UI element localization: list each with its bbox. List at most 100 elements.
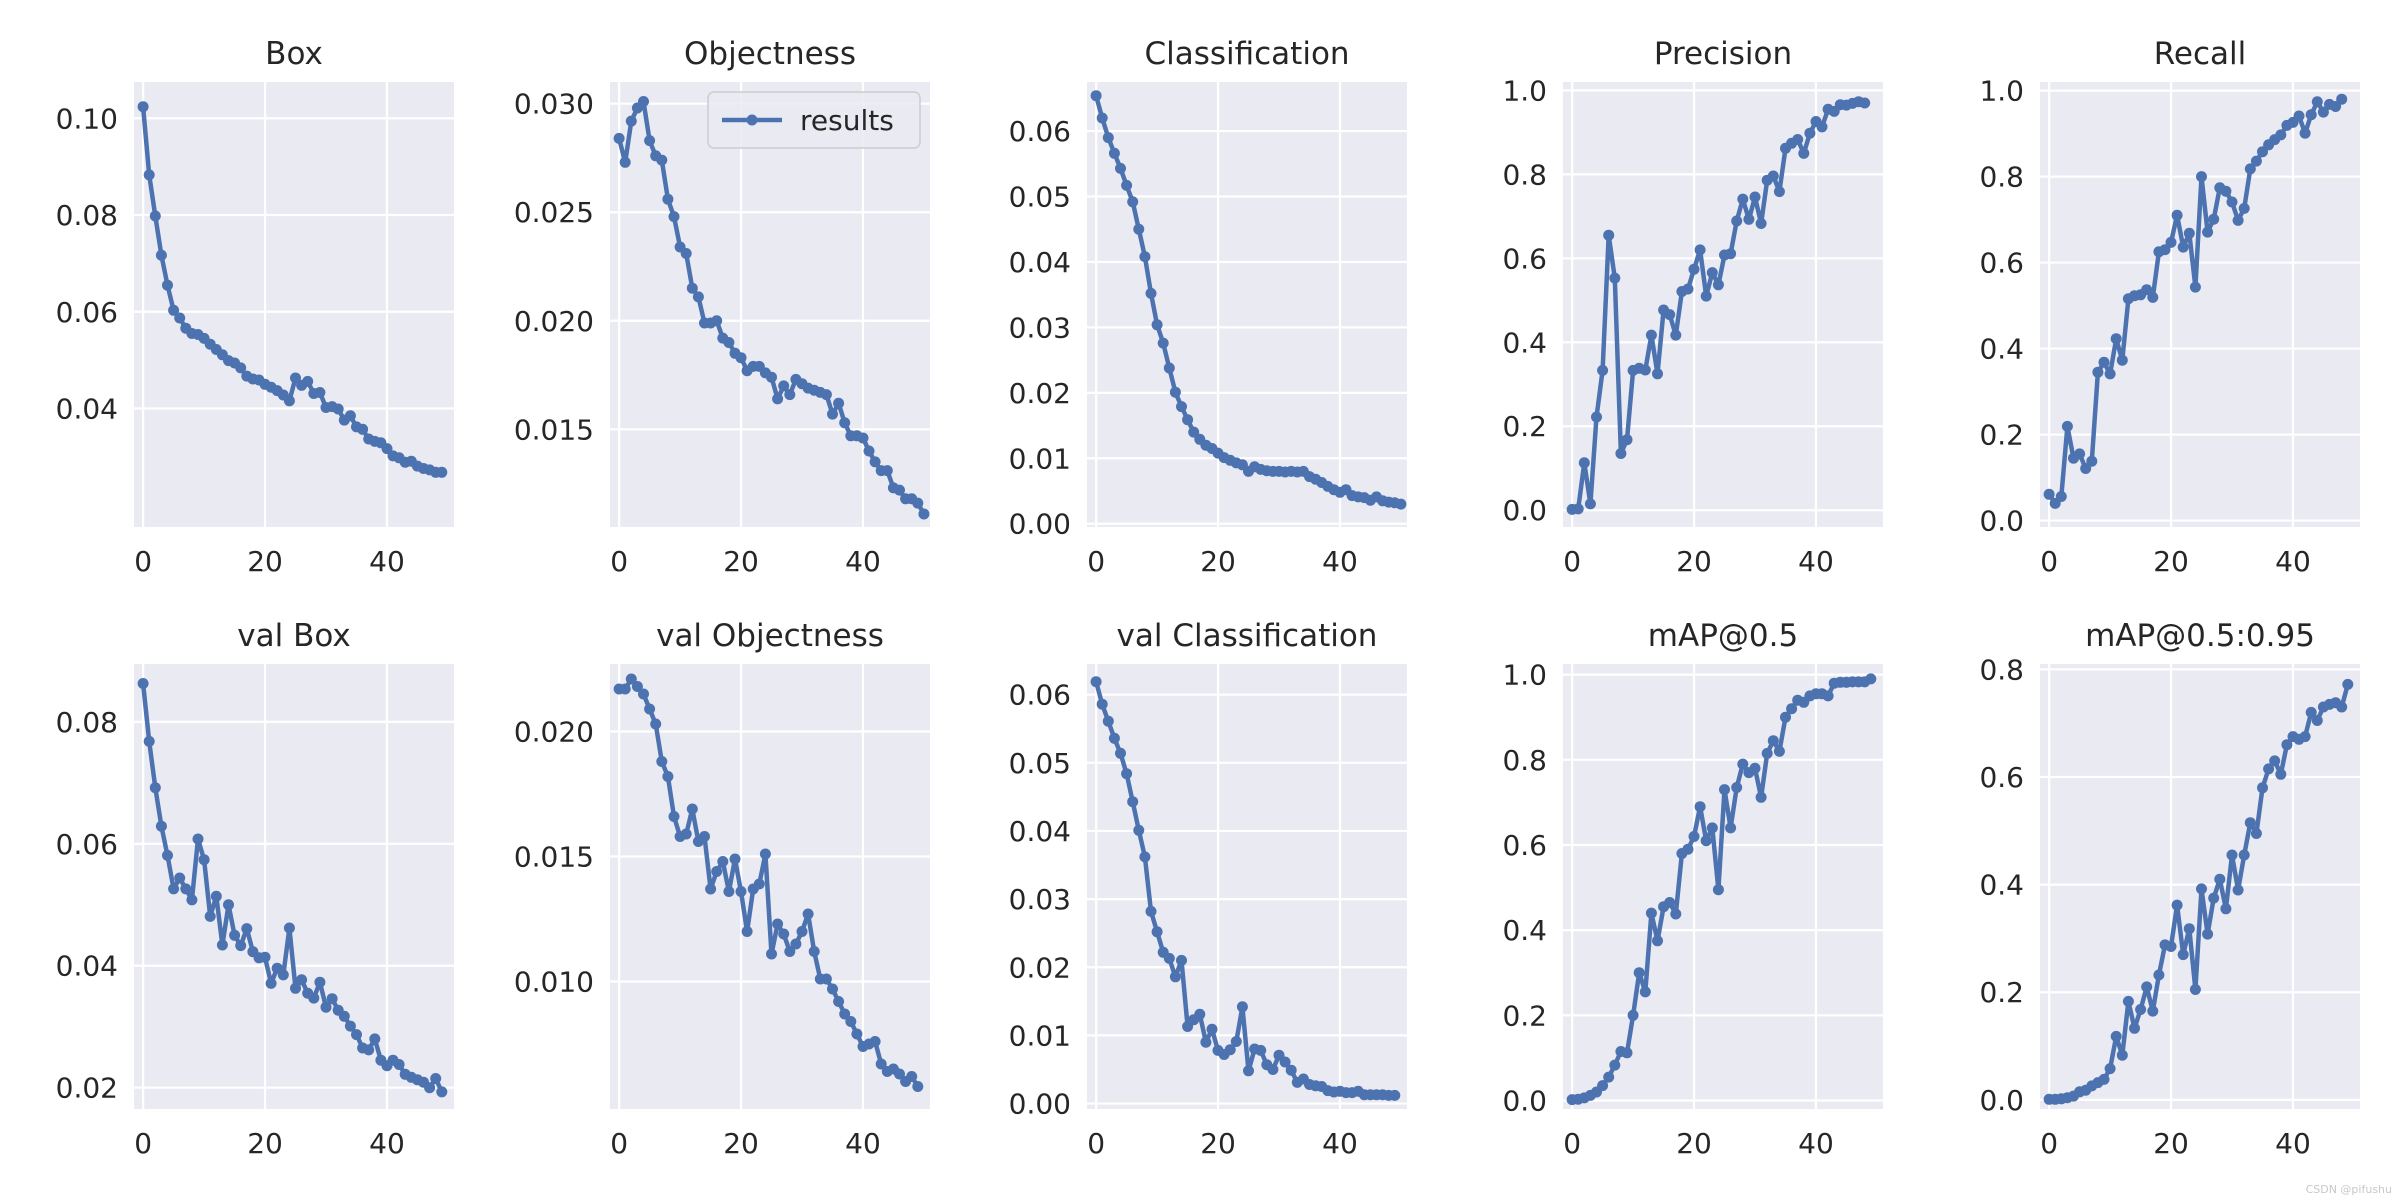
chart-title: val Box [237,618,350,654]
data-point [1645,907,1657,919]
data-point [1706,822,1718,834]
data-point [735,886,747,897]
plot-area [1087,82,1407,527]
chart-title: Classification [1144,36,1349,72]
data-point [1712,279,1724,291]
data-point [1188,426,1200,438]
data-point [1737,758,1749,770]
data-point [2135,1004,2147,1015]
x-tick-label: 40 [369,545,405,578]
data-point [1255,1044,1267,1056]
data-point [1859,97,1871,109]
data-point [1139,251,1151,263]
data-point [290,372,301,384]
data-point [351,1029,362,1041]
data-point [1108,147,1120,159]
data-point [2342,678,2354,690]
data-point [2250,828,2262,839]
data-point [2238,202,2250,214]
data-point [1700,290,1712,302]
data-point [1169,971,1181,983]
data-point [778,928,790,940]
data-point [1121,768,1133,780]
plot-area [1563,664,1883,1109]
data-point [1145,905,1157,917]
data-point [338,1010,350,1022]
data-point [2122,995,2134,1007]
y-tick-label: 1.0 [1979,75,2024,108]
data-point [344,1020,356,1032]
data-point [1712,884,1724,896]
data-point [2159,244,2171,256]
data-point [625,673,637,685]
data-point [174,312,186,324]
y-tick-label: 0.2 [1502,410,1547,443]
data-point [1645,329,1657,341]
chart-title: Box [265,36,323,72]
data-point [2232,214,2244,226]
data-point [790,938,802,950]
data-point [644,135,656,147]
chart-title: val Classification [1117,618,1378,654]
data-point [851,1028,863,1040]
x-tick-label: 40 [1798,545,1834,578]
data-point [759,848,771,860]
data-point [869,1036,881,1047]
y-tick-label: 0.6 [1979,247,2024,280]
data-point [1792,134,1804,145]
y-tick-label: 0.0 [1502,1084,1547,1117]
data-point [2183,923,2195,935]
chart-title: Objectness [684,36,856,72]
data-point [1767,170,1779,182]
x-tick-label: 20 [723,545,759,578]
data-point [1743,213,1755,225]
data-point [833,397,845,409]
data-point [1578,457,1590,469]
data-point [784,946,796,957]
x-tick-label: 40 [845,1127,881,1160]
data-point [680,828,692,840]
data-point [314,387,326,398]
data-point [2098,1073,2110,1085]
data-point [149,210,161,222]
x-tick-label: 40 [1798,1127,1834,1160]
data-point [869,456,881,468]
y-tick-label: 0.6 [1979,761,2024,794]
y-tick-label: 0.01 [1009,442,1071,475]
data-point [1096,698,1108,710]
data-point [2165,236,2177,248]
chart-map-0-5: mAP@0.5 0 20 40 0.0 0.2 0.4 0.6 0.8 1.0 [1502,618,1883,1160]
data-point [2110,1030,2122,1042]
data-point [711,315,723,327]
chart-val-objectness: val Objectness 0 20 40 0.010 0.015 0.020 [514,618,930,1160]
data-point [820,389,832,401]
data-point [2299,731,2311,743]
data-point [1267,1064,1279,1075]
x-tick-label: 0 [1087,1127,1105,1160]
data-point [906,1071,918,1082]
data-point [1163,952,1175,964]
x-tick-label: 0 [610,545,628,578]
data-point [839,417,851,429]
data-point [1133,824,1145,836]
data-point [619,683,631,695]
data-point [2214,873,2226,885]
data-point [894,484,905,496]
data-point [2281,739,2293,751]
data-point [2080,463,2092,474]
y-tick-label: 0.4 [1502,326,1547,359]
data-point [259,951,271,963]
data-point [1865,673,1877,685]
y-tick-label: 0.2 [1979,976,2024,1009]
data-point [717,856,729,867]
data-point [2110,333,2122,345]
data-point [613,132,625,144]
data-point [772,918,784,930]
data-point [1694,244,1706,256]
x-tick-label: 0 [2040,1127,2058,1160]
data-point [656,154,668,166]
x-tick-label: 40 [369,1127,405,1160]
data-point [2263,763,2275,775]
data-point [1395,498,1407,510]
y-tick-label: 0.00 [1009,1088,1071,1121]
